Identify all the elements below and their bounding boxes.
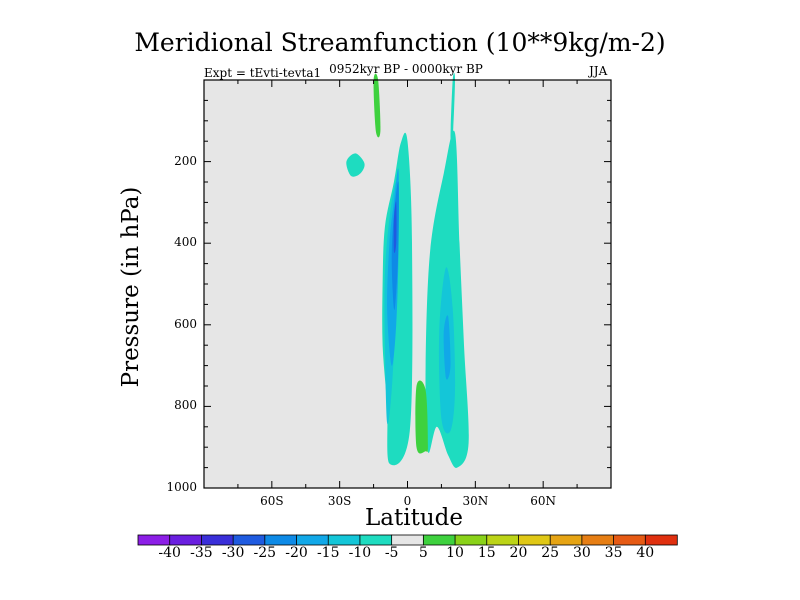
colorbar-swatch <box>644 534 678 546</box>
colorbar-swatch <box>581 534 615 546</box>
contour-region-11 <box>415 380 428 454</box>
colorbar-swatch <box>327 534 361 546</box>
y-tick-label: 800 <box>174 398 197 413</box>
colorbar-swatch <box>613 534 647 546</box>
colorbar-swatch <box>391 534 425 546</box>
colorbar-label: -20 <box>285 545 308 561</box>
colorbar-label: 25 <box>541 545 560 561</box>
contour-region-5 <box>346 153 365 177</box>
colorbar-label: 35 <box>604 545 623 561</box>
colorbar-label: 30 <box>572 545 591 561</box>
colorbar-label: -40 <box>158 545 181 561</box>
colorbar-swatch <box>518 534 551 546</box>
colorbar-swatch <box>296 534 329 546</box>
colorbar-swatch <box>137 534 171 546</box>
colorbar-label: 10 <box>446 545 464 561</box>
x-tick-label: 0 <box>403 494 412 508</box>
colorbar-label: -25 <box>253 545 277 561</box>
colorbar-label: -10 <box>348 545 372 561</box>
season-label: JJA <box>589 64 608 78</box>
colorbar-swatch <box>232 534 266 546</box>
colorbar-swatch <box>422 534 456 546</box>
y-tick-label: 600 <box>174 316 197 331</box>
chart-subtitle: 0952kyr BP - 0000kyr BP <box>329 62 483 76</box>
colorbar-label: -35 <box>190 545 213 561</box>
x-tick-label: 60S <box>260 494 284 508</box>
colorbar-swatch <box>454 534 488 546</box>
colorbar-label: -5 <box>384 545 399 561</box>
x-tick-label: 60N <box>530 494 557 508</box>
y-tick-label: 400 <box>174 235 197 250</box>
y-tick-label: 200 <box>174 153 197 168</box>
x-tick-label: 30S <box>327 494 352 508</box>
colorbar-label: -30 <box>221 545 245 561</box>
experiment-label: Expt = tEvti-tevta1 <box>204 66 322 80</box>
colorbar-swatch <box>486 534 520 546</box>
contour-region-9 <box>443 315 451 380</box>
colorbar <box>137 534 678 546</box>
colorbar-swatch <box>359 534 393 546</box>
x-axis-label: Latitude <box>365 505 463 531</box>
colorbar-label: 20 <box>509 545 528 561</box>
colorbar-label: -15 <box>316 545 340 561</box>
colorbar-label: 5 <box>418 545 428 561</box>
y-tick-label: 1000 <box>166 480 197 494</box>
colorbar-swatch <box>169 534 203 546</box>
colorbar-swatch <box>549 534 583 546</box>
colorbar-swatch <box>201 534 234 546</box>
contour-region-6 <box>373 73 381 138</box>
contour-region-10 <box>450 72 455 145</box>
x-tick-label: 30N <box>462 494 489 508</box>
colorbar-label: 15 <box>477 545 496 561</box>
colorbar-swatch <box>264 534 298 546</box>
chart-title: Meridional Streamfunction (10**9kg/m-2) <box>134 28 666 57</box>
plot-frame <box>203 79 612 489</box>
contour-region-4 <box>393 201 397 253</box>
colorbar-label: 40 <box>636 545 655 561</box>
